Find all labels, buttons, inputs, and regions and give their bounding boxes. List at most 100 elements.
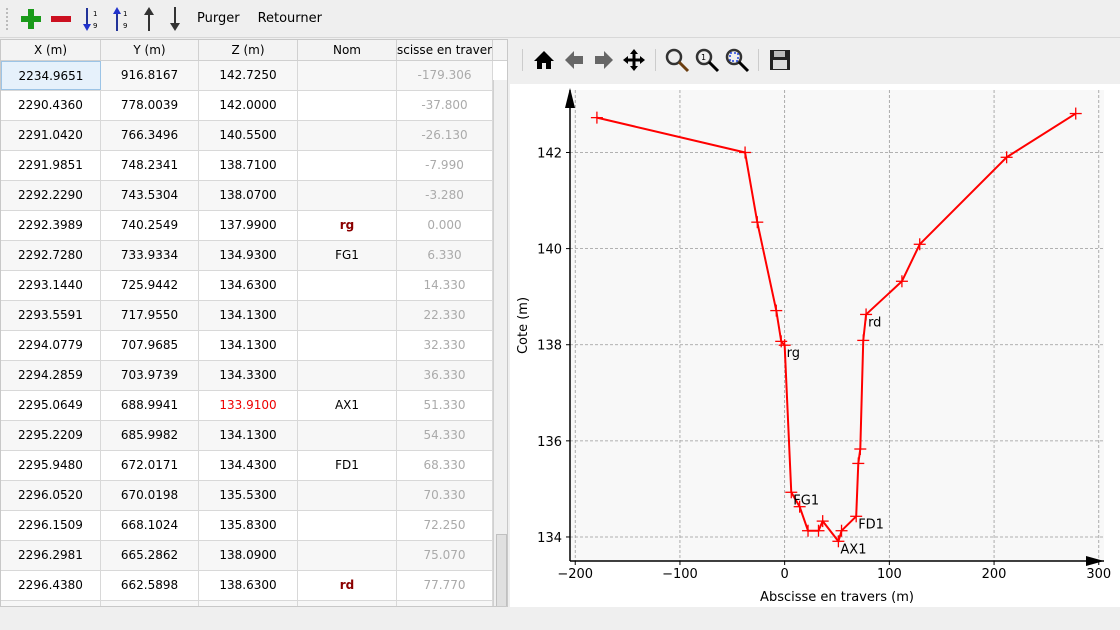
cell-name[interactable] (298, 331, 397, 360)
cell-z[interactable]: 138.0900 (199, 541, 298, 570)
cell-x[interactable]: 2234.9651 (1, 61, 101, 90)
cell-y[interactable]: 916.8167 (101, 61, 199, 90)
cell-abscissa[interactable]: 36.330 (397, 361, 493, 390)
cell-y[interactable]: 685.9982 (101, 421, 199, 450)
cell-y[interactable]: 733.9334 (101, 241, 199, 270)
cell-name[interactable] (298, 421, 397, 450)
table-row[interactable]: 2296.4380 662.5898 138.6300 rd 77.770 (1, 571, 493, 601)
table-row[interactable]: 2293.1440 725.9442 134.6300 14.330 (1, 271, 493, 301)
cell-name[interactable]: rd (298, 571, 397, 600)
cell-abscissa[interactable]: 22.330 (397, 301, 493, 330)
cell-x[interactable]: 2293.1440 (1, 271, 101, 300)
cell-x[interactable]: 2294.0779 (1, 331, 101, 360)
purge-button[interactable]: Purger (197, 11, 240, 26)
cell-name[interactable]: FD1 (298, 451, 397, 480)
table-row[interactable]: 2292.2290 743.5304 138.0700 -3.280 (1, 181, 493, 211)
cell-x[interactable]: 2292.7280 (1, 241, 101, 270)
cell-z[interactable]: 134.1300 (199, 301, 298, 330)
cell-abscissa[interactable]: -7.990 (397, 151, 493, 180)
cell-x[interactable]: 2296.2981 (1, 541, 101, 570)
back-button[interactable] (559, 45, 589, 75)
cell-name[interactable] (298, 271, 397, 300)
table-row[interactable]: 2292.7280 733.9334 134.9300 FG1 6.330 (1, 241, 493, 271)
cell-y[interactable]: 665.2862 (101, 541, 199, 570)
cell-z[interactable]: 140.5500 (199, 121, 298, 150)
cell-z[interactable]: 138.7100 (199, 151, 298, 180)
column-header-y[interactable]: Y (m) (101, 40, 199, 60)
cell-name[interactable] (298, 61, 397, 90)
table-row[interactable] (1, 601, 493, 606)
zoom-1-button[interactable]: 1 (692, 45, 722, 75)
table-scrollbar[interactable] (493, 80, 507, 606)
table-row[interactable]: 2296.0520 670.0198 135.5300 70.330 (1, 481, 493, 511)
cell-z[interactable]: 134.3300 (199, 361, 298, 390)
table-cell[interactable] (199, 601, 298, 606)
cell-z[interactable]: 134.4300 (199, 451, 298, 480)
cell-z[interactable]: 138.0700 (199, 181, 298, 210)
cell-abscissa[interactable]: 68.330 (397, 451, 493, 480)
cell-y[interactable]: 688.9941 (101, 391, 199, 420)
table-cell[interactable] (397, 601, 493, 606)
cell-y[interactable]: 748.2341 (101, 151, 199, 180)
cell-x[interactable]: 2296.4380 (1, 571, 101, 600)
cell-y[interactable]: 703.9739 (101, 361, 199, 390)
table-row[interactable]: 2294.2859 703.9739 134.3300 36.330 (1, 361, 493, 391)
zoom-button[interactable] (662, 45, 692, 75)
cell-x[interactable]: 2296.0520 (1, 481, 101, 510)
cell-y[interactable]: 766.3496 (101, 121, 199, 150)
move-up-button[interactable] (140, 4, 158, 34)
cell-y[interactable]: 725.9442 (101, 271, 199, 300)
table-row[interactable]: 2295.0649 688.9941 133.9100 AX1 51.330 (1, 391, 493, 421)
cell-z[interactable]: 134.6300 (199, 271, 298, 300)
column-header-name[interactable]: Nom (298, 40, 397, 60)
cell-name[interactable]: rg (298, 211, 397, 240)
cell-z[interactable]: 135.8300 (199, 511, 298, 540)
table-row[interactable]: 2290.4360 778.0039 142.0000 -37.800 (1, 91, 493, 121)
table-row[interactable]: 2295.2209 685.9982 134.1300 54.330 (1, 421, 493, 451)
table-row[interactable]: 2234.9651 916.8167 142.7250 -179.306 (1, 61, 493, 91)
cell-x[interactable]: 2293.5591 (1, 301, 101, 330)
cell-y[interactable]: 672.0171 (101, 451, 199, 480)
cell-z[interactable]: 133.9100 (199, 391, 298, 420)
cell-z[interactable]: 142.0000 (199, 91, 298, 120)
cell-name[interactable] (298, 121, 397, 150)
plot-canvas[interactable]: −200 −100 0 100 200 300 134 136 138 140 142 Absciss… (510, 84, 1120, 607)
cell-x[interactable]: 2292.3989 (1, 211, 101, 240)
table-row[interactable]: 2293.5591 717.9550 134.1300 22.330 (1, 301, 493, 331)
cell-z[interactable]: 134.1300 (199, 331, 298, 360)
cell-x[interactable]: 2295.9480 (1, 451, 101, 480)
cell-name[interactable] (298, 481, 397, 510)
cell-abscissa[interactable]: -37.800 (397, 91, 493, 120)
cell-name[interactable] (298, 541, 397, 570)
cell-x[interactable]: 2296.1509 (1, 511, 101, 540)
table-row[interactable]: 2295.9480 672.0171 134.4300 FD1 68.330 (1, 451, 493, 481)
cell-z[interactable]: 134.9300 (199, 241, 298, 270)
cell-name[interactable] (298, 91, 397, 120)
forward-button[interactable] (589, 45, 619, 75)
cell-y[interactable]: 707.9685 (101, 331, 199, 360)
cell-z[interactable]: 137.9900 (199, 211, 298, 240)
delete-row-button[interactable] (50, 4, 72, 34)
cell-abscissa[interactable]: -3.280 (397, 181, 493, 210)
cell-name[interactable] (298, 301, 397, 330)
table-row[interactable]: 2294.0779 707.9685 134.1300 32.330 (1, 331, 493, 361)
cell-name[interactable] (298, 181, 397, 210)
cell-name[interactable] (298, 361, 397, 390)
cell-abscissa[interactable]: 0.000 (397, 211, 493, 240)
table-row[interactable]: 2292.3989 740.2549 137.9900 rg 0.000 (1, 211, 493, 241)
cell-x[interactable]: 2295.0649 (1, 391, 101, 420)
pan-button[interactable] (619, 45, 649, 75)
cell-y[interactable]: 740.2549 (101, 211, 199, 240)
save-button[interactable] (765, 45, 795, 75)
cell-abscissa[interactable]: -179.306 (397, 61, 493, 90)
column-header-z[interactable]: Z (m) (199, 40, 298, 60)
cell-abscissa[interactable]: 75.070 (397, 541, 493, 570)
add-row-button[interactable] (20, 4, 42, 34)
cell-z[interactable]: 134.1300 (199, 421, 298, 450)
cell-abscissa[interactable]: 72.250 (397, 511, 493, 540)
cell-x[interactable]: 2294.2859 (1, 361, 101, 390)
cell-abscissa[interactable]: 6.330 (397, 241, 493, 270)
cell-z[interactable]: 135.5300 (199, 481, 298, 510)
table-row[interactable]: 2291.9851 748.2341 138.7100 -7.990 (1, 151, 493, 181)
